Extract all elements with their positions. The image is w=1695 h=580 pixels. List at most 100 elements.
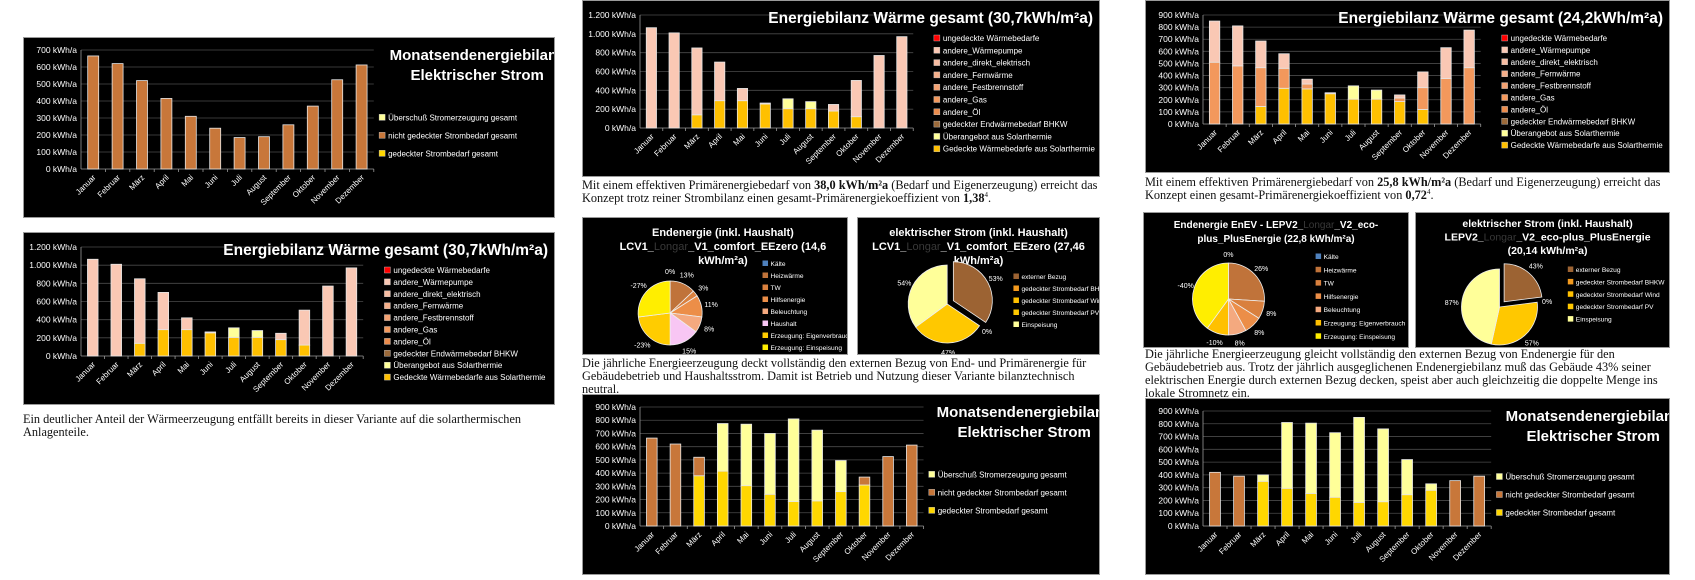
legend-swatch: [1496, 473, 1503, 480]
redacted-name: Longar: [1484, 232, 1517, 244]
bar-segment: [110, 263, 122, 357]
text: .: [1430, 188, 1434, 202]
bar-segment: [1232, 65, 1244, 125]
legend-label: gedeckter Strombedarf gesamt: [388, 149, 499, 158]
bar-segment: [691, 47, 703, 116]
chart-title: elektrischer Strom (inkl. Haushalt): [1462, 218, 1632, 230]
bar-segment: [782, 98, 794, 110]
y-tick-label: 600 kWh/a: [595, 67, 636, 77]
bar-segment: [669, 443, 682, 527]
bar-segment: [764, 433, 776, 495]
x-tick-label: April: [1271, 128, 1289, 146]
y-tick-label: 800 kWh/a: [1158, 419, 1199, 429]
bar-segment: [228, 327, 240, 338]
x-tick-label: Januar: [1196, 530, 1220, 554]
bar-segment: [111, 63, 124, 170]
legend-label: andere_Gas: [1511, 94, 1555, 103]
bar-segment: [835, 460, 847, 493]
x-tick-label: Juli: [229, 173, 244, 188]
bar-segment: [1301, 83, 1313, 90]
y-tick-label: 200 kWh/a: [1158, 95, 1199, 105]
chart-title: Energiebilanz Wärme gesamt (30,7kWh/m²a): [223, 242, 548, 259]
x-tick-label: Juli: [1349, 530, 1364, 545]
bar-segment: [1208, 61, 1221, 125]
legend-label: andere_Wärmepumpe: [393, 278, 473, 287]
legend-swatch: [384, 302, 391, 309]
y-tick-label: 900 kWh/a: [595, 402, 636, 412]
chart-title-part: LCV1_: [620, 241, 655, 253]
x-tick-label: März: [685, 530, 704, 549]
bar-segment: [1329, 496, 1341, 527]
bar-segment: [828, 110, 840, 129]
bar-segment: [764, 493, 776, 527]
x-tick-label: März: [1249, 530, 1268, 549]
y-tick-label: 600 kWh/a: [595, 442, 636, 452]
chart-title: Energiebilanz Wärme gesamt (24,2kWh/m²a): [1338, 10, 1663, 27]
mid-primary-paragraph: Mit einem effektiven Primärenergiebedarf…: [582, 179, 1102, 205]
slice-label: 13%: [680, 272, 694, 279]
bar-segment: [787, 418, 800, 502]
bar-segment: [858, 484, 871, 527]
legend-swatch: [1567, 291, 1574, 297]
bar-segment: [1440, 78, 1452, 125]
pie-slice: [1192, 262, 1229, 329]
bar-segment: [805, 108, 817, 129]
bar-segment: [1417, 71, 1429, 89]
bar-segment: [1208, 20, 1221, 63]
legend-swatch: [1315, 333, 1322, 339]
legend-label: Überangebot aus Solarthermie: [943, 132, 1053, 141]
bar-segment: [1209, 471, 1221, 527]
bar-segment: [157, 292, 169, 331]
chart-svg: Endenergie (inkl. Haushalt) LCV1_Longar_V…: [620, 227, 847, 354]
chart-title-part: _V1_comfort_EEzero (14,6: [687, 241, 826, 253]
legend-label: gedeckter Strombedarf gesamt: [1505, 509, 1616, 518]
legend-label: gedeckter Strombedarf PV: [1021, 310, 1099, 317]
bar-segment: [759, 102, 771, 105]
y-tick-label: 600 kWh/a: [1158, 46, 1199, 56]
slice-label: 0%: [1542, 299, 1552, 306]
legend-swatch: [384, 290, 391, 297]
slice-label: -23%: [634, 343, 650, 350]
redacted-name: Longar: [906, 241, 941, 253]
bar-segment: [759, 103, 771, 129]
bar-segment: [1233, 475, 1245, 527]
legend-label: Einspeisung: [1576, 317, 1612, 324]
y-tick-label: 200 kWh/a: [1158, 495, 1199, 505]
primary-demand-value: 25,8 kWh/m²a: [1377, 175, 1452, 189]
bar-segment: [850, 80, 862, 118]
bar-segment: [1394, 97, 1406, 102]
bar-segment: [805, 101, 817, 110]
legend-swatch: [933, 145, 941, 152]
x-tick-label: April: [153, 173, 171, 191]
legend-swatch: [1315, 320, 1322, 326]
legend-swatch: [1013, 297, 1019, 303]
x-tick-label: Juli: [778, 132, 793, 147]
legend-label: andere_direkt_elektrisch: [1511, 58, 1598, 67]
legend-swatch: [1567, 303, 1574, 310]
legend-swatch: [933, 59, 941, 66]
slice-label: 87%: [1445, 300, 1459, 307]
legend-label: Überangebot aus Solarthermie: [1511, 129, 1621, 138]
bar-segment: [716, 423, 729, 472]
legend-swatch: [933, 47, 941, 54]
x-tick-label: April: [150, 360, 168, 378]
bar-segment: [275, 339, 287, 357]
x-tick-label: März: [127, 173, 146, 192]
y-tick-label: 700 kWh/a: [1158, 432, 1199, 442]
legend-swatch: [384, 373, 391, 381]
legend-swatch: [933, 96, 941, 103]
legend-label: Einspeisung: [1021, 322, 1057, 329]
chart-energiebilanz-waerme-mid: 0 kWh/a 200 kWh/a 400 kWh/a 600 kWh/a 800 kW…: [582, 0, 1100, 177]
bar-segment: [1425, 483, 1437, 491]
chart-title-part: Endenergie EnEV - LEPV2_: [1174, 220, 1304, 231]
chart-svg: 0 kWh/a 100 kWh/a 200 kWh/a 300 kWh/a 400 kW…: [1158, 10, 1663, 162]
chart-title: plus_PlusEnergie (22,8 kWh/m²a): [1197, 234, 1354, 245]
bar-segment: [345, 267, 358, 357]
legend-label: Überschuß Stromerzeugung gesamt: [1505, 473, 1635, 482]
legend-label: TW: [771, 285, 782, 292]
y-tick-label: 0 kWh/a: [46, 164, 77, 174]
x-tick-label: April: [709, 530, 727, 548]
text: (Bedarf und Eigenerzeugung) erreicht das…: [1145, 175, 1661, 202]
x-tick-label: Februar: [96, 173, 122, 199]
bar-segment: [1353, 416, 1365, 503]
